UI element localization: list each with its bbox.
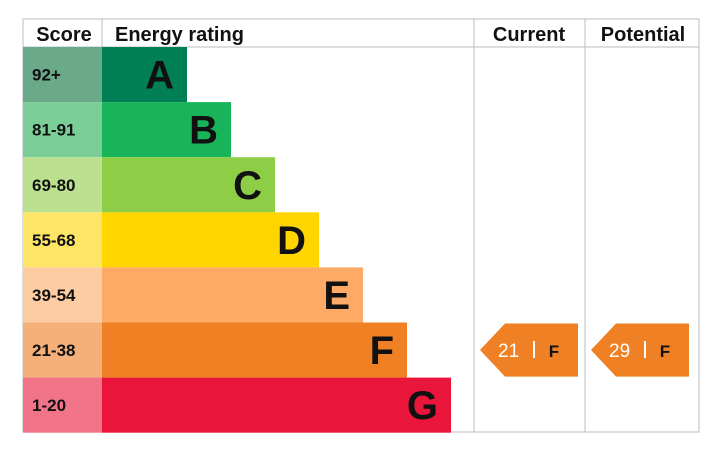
potential-band: F — [660, 342, 670, 361]
score-cell-g — [23, 377, 102, 433]
score-range-e: 39-54 — [32, 286, 76, 305]
header-potential: Potential — [601, 24, 685, 46]
score-cell-c — [23, 157, 102, 213]
rating-letter-e: E — [323, 274, 350, 318]
header-score: Score — [36, 24, 92, 46]
potential-value: 29 — [609, 341, 630, 362]
current-value: 21 — [498, 341, 519, 362]
rating-letter-a: A — [145, 54, 174, 98]
current-band: F — [549, 342, 559, 361]
rating-bar-d — [102, 212, 319, 268]
score-range-b: 81-91 — [32, 121, 75, 140]
rating-bar-e — [102, 267, 363, 323]
score-range-d: 55-68 — [32, 231, 75, 250]
rating-bar-a — [102, 47, 187, 103]
score-cell-a — [23, 47, 102, 103]
score-range-c: 69-80 — [32, 176, 75, 195]
score-cell-d — [23, 212, 102, 268]
current-marker — [480, 323, 578, 377]
score-range-a: 92+ — [32, 66, 61, 85]
header-energy-rating: Energy rating — [115, 24, 244, 46]
rating-letter-b: B — [189, 109, 218, 153]
header-current: Current — [493, 24, 566, 46]
rating-bar-c — [102, 157, 275, 213]
score-range-g: 1-20 — [32, 396, 66, 415]
rating-bar-b — [102, 102, 231, 158]
score-cell-b — [23, 102, 102, 158]
potential-marker — [591, 323, 689, 377]
rating-bar-f — [102, 322, 407, 378]
rating-letter-d: D — [277, 219, 306, 263]
score-range-f: 21-38 — [32, 341, 75, 360]
score-cell-e — [23, 267, 102, 323]
score-cell-f — [23, 322, 102, 378]
rating-letter-c: C — [233, 164, 262, 208]
rating-letter-f: F — [370, 329, 394, 373]
rating-bar-g — [102, 377, 451, 433]
rating-letter-g: G — [407, 384, 438, 428]
